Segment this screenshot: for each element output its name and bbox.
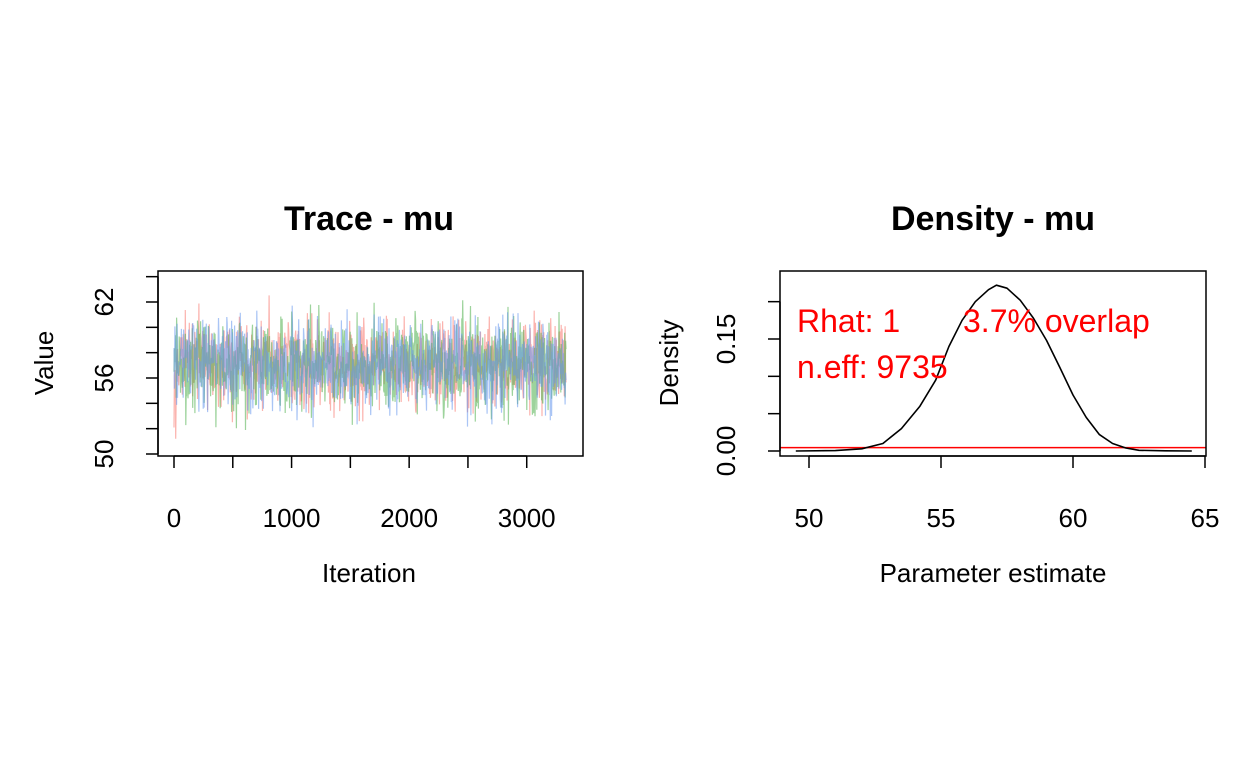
- trace-series-3: [173, 305, 567, 428]
- density-panel: Density - mu 50 55 60 65 0.00 0.15 Rhat: 1 3…: [654, 200, 1219, 588]
- density-curve: [795, 284, 1192, 452]
- density-y-tick-label: 0.15: [711, 314, 741, 365]
- overlap-annotation: 3.7% overlap: [963, 303, 1150, 339]
- trace-y-axis: 50 56 62: [89, 275, 159, 469]
- trace-title: Trace - mu: [284, 200, 454, 238]
- trace-x-tick-label: 3000: [498, 503, 556, 533]
- rhat-annotation: Rhat: 1: [797, 303, 900, 339]
- density-y-tick-label: 0.00: [711, 426, 741, 477]
- density-y-label: Density: [654, 320, 684, 407]
- trace-x-tick-label: 1000: [263, 503, 321, 533]
- trace-x-tick-label: 0: [167, 503, 181, 533]
- neff-annotation: n.eff: 9735: [797, 349, 948, 385]
- density-series-group: [780, 284, 1206, 452]
- density-x-tick-label: 65: [1191, 503, 1220, 533]
- trace-series-group: [173, 295, 567, 439]
- trace-y-tick-label: 62: [89, 288, 119, 317]
- trace-y-tick-label: 56: [89, 364, 119, 393]
- density-x-tick-label: 50: [795, 503, 824, 533]
- density-title: Density - mu: [891, 200, 1095, 238]
- trace-x-tick-label: 2000: [380, 503, 438, 533]
- density-x-tick-label: 60: [1059, 503, 1088, 533]
- density-x-axis: 50 55 60 65: [795, 455, 1220, 533]
- trace-x-label: Iteration: [322, 558, 416, 588]
- density-x-tick-label: 55: [927, 503, 956, 533]
- density-x-label: Parameter estimate: [880, 558, 1107, 588]
- trace-x-axis: 0 1000 2000 3000: [167, 455, 556, 533]
- trace-y-tick-label: 50: [89, 440, 119, 469]
- trace-y-label: Value: [29, 331, 59, 396]
- density-y-axis: 0.00 0.15: [711, 300, 781, 477]
- trace-panel: Trace - mu 0 1000 2000 3000 50 56 62 Iteratio…: [29, 200, 584, 588]
